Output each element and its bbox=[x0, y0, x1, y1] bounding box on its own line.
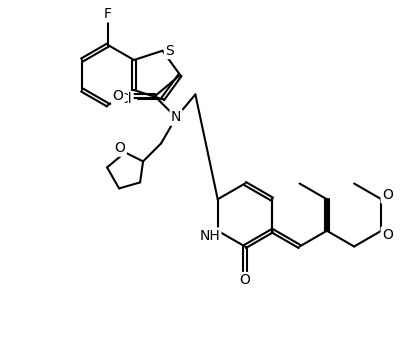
Text: NH: NH bbox=[199, 229, 220, 243]
Text: O: O bbox=[112, 89, 123, 103]
Text: S: S bbox=[165, 44, 174, 58]
Text: N: N bbox=[171, 110, 181, 125]
Text: O: O bbox=[240, 273, 250, 287]
Text: O: O bbox=[115, 142, 126, 155]
Text: O: O bbox=[382, 228, 393, 242]
Text: O: O bbox=[382, 188, 393, 202]
Text: F: F bbox=[104, 7, 112, 21]
Text: Cl: Cl bbox=[119, 92, 132, 106]
